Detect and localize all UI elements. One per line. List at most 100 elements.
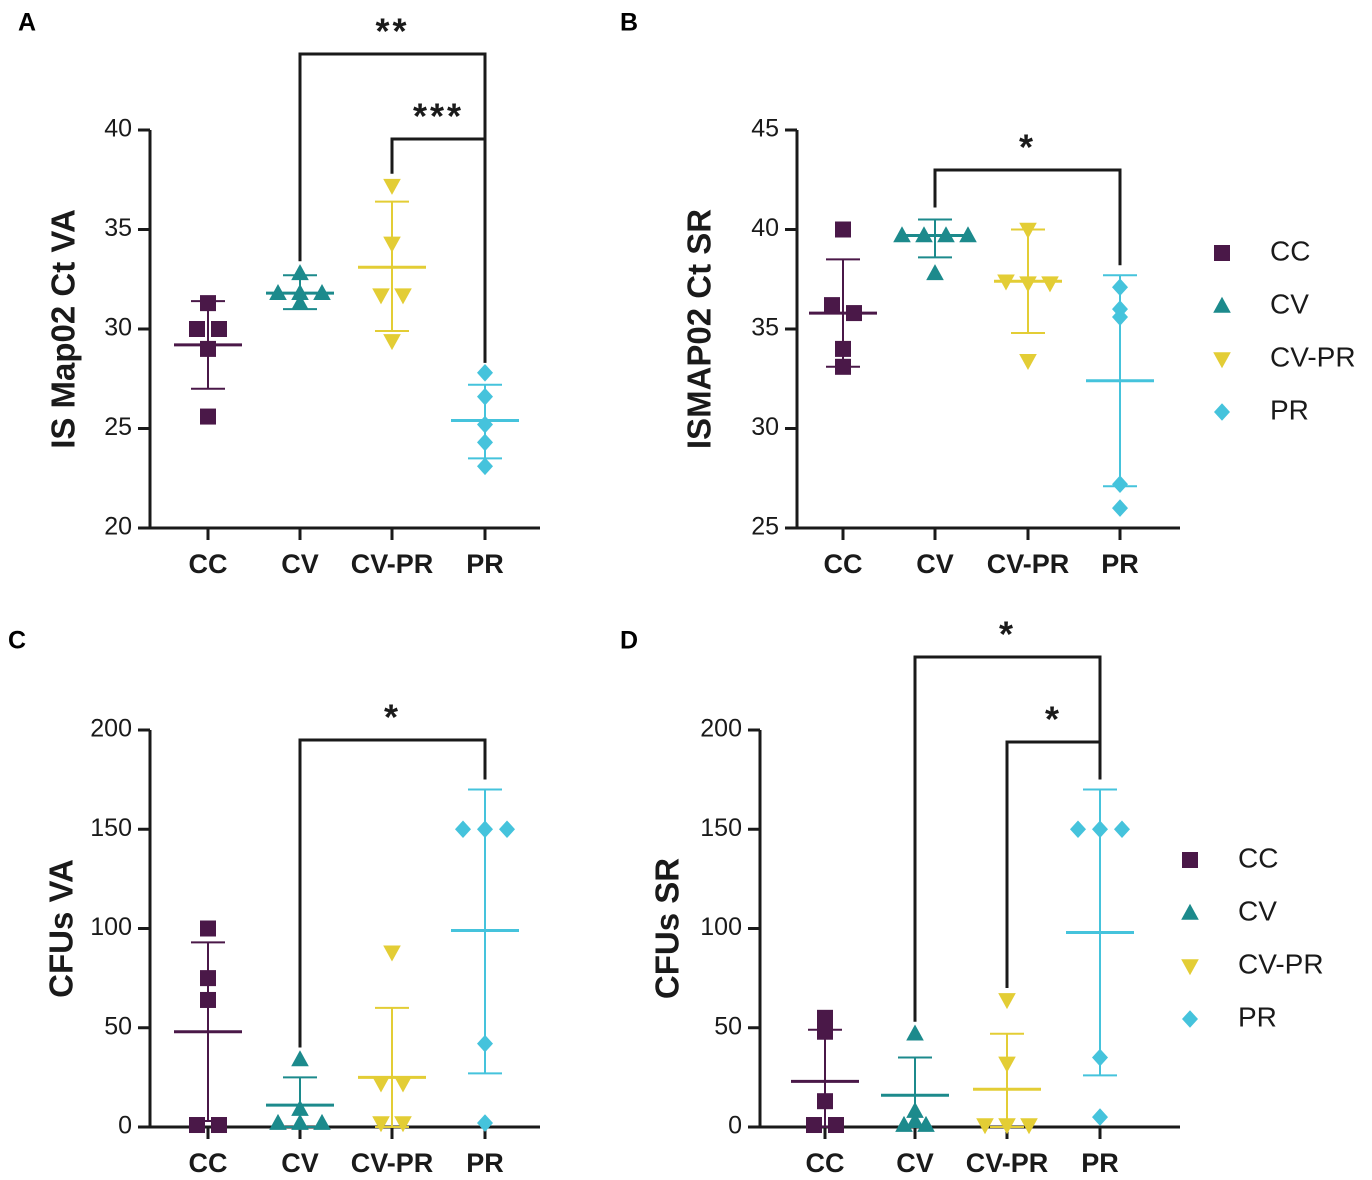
data-point bbox=[1112, 308, 1128, 326]
data-point bbox=[1092, 1048, 1108, 1067]
data-point bbox=[835, 221, 851, 238]
data-point bbox=[959, 226, 977, 243]
data-point bbox=[211, 1117, 227, 1134]
y-axis-title: CFUs SR bbox=[649, 858, 686, 999]
data-point bbox=[1092, 820, 1108, 839]
significance-label: ** bbox=[375, 11, 409, 52]
data-point bbox=[997, 274, 1015, 291]
panel-label: C bbox=[8, 627, 26, 655]
data-point bbox=[1041, 276, 1059, 293]
data-point bbox=[211, 321, 227, 337]
data-point bbox=[1114, 820, 1130, 839]
y-tick-label: 35 bbox=[104, 214, 132, 242]
data-point bbox=[1112, 278, 1128, 297]
y-axis-title: ISMAP02 Ct SR bbox=[681, 209, 718, 449]
data-point bbox=[906, 1101, 924, 1118]
data-point bbox=[846, 305, 862, 322]
data-point bbox=[906, 1111, 924, 1128]
data-point bbox=[200, 408, 216, 425]
data-point bbox=[998, 993, 1016, 1010]
panel-D: D 0 50 100 150 200 CC CV CV-PR PR CFUs SR * * bbox=[620, 614, 1180, 1178]
data-point bbox=[835, 358, 851, 375]
legend-marker-cv bbox=[1181, 903, 1199, 920]
data-point bbox=[499, 820, 515, 839]
legend-label: CV-PR bbox=[1270, 341, 1356, 372]
legend-label: PR bbox=[1270, 394, 1309, 425]
data-point bbox=[291, 283, 309, 300]
legend-marker-pr bbox=[1214, 403, 1230, 421]
data-point bbox=[895, 1115, 913, 1132]
data-point bbox=[1112, 499, 1128, 517]
y-tick-label: 0 bbox=[728, 1112, 742, 1140]
legend-label: PR bbox=[1238, 1001, 1277, 1032]
data-point bbox=[200, 970, 216, 987]
data-point bbox=[291, 293, 309, 310]
data-point bbox=[291, 1050, 309, 1067]
data-point bbox=[824, 297, 840, 314]
y-tick-label: 150 bbox=[90, 814, 132, 842]
x-tick-label: CC bbox=[806, 1148, 845, 1178]
x-tick-label: CV bbox=[281, 549, 319, 579]
y-tick-label: 200 bbox=[90, 715, 132, 743]
data-point bbox=[937, 226, 955, 243]
y-tick-label: 25 bbox=[751, 513, 779, 541]
data-point bbox=[313, 1113, 331, 1130]
y-tick-label: 30 bbox=[751, 413, 779, 441]
data-point bbox=[915, 226, 933, 243]
data-point bbox=[269, 1113, 287, 1130]
y-tick-label: 100 bbox=[90, 913, 132, 941]
significance-label: * bbox=[999, 614, 1016, 655]
data-point bbox=[998, 1118, 1016, 1135]
data-point bbox=[1019, 222, 1037, 239]
data-point bbox=[477, 820, 493, 839]
data-point bbox=[291, 1099, 309, 1116]
y-tick-label: 150 bbox=[700, 814, 742, 842]
significance-bracket bbox=[933, 168, 1122, 266]
data-point bbox=[189, 321, 205, 337]
data-point bbox=[372, 1076, 390, 1093]
data-point bbox=[200, 340, 216, 357]
data-point bbox=[817, 1023, 833, 1040]
significance-label: * bbox=[1019, 127, 1036, 168]
data-point bbox=[372, 1116, 390, 1133]
data-point bbox=[477, 387, 493, 406]
data-point bbox=[817, 1009, 833, 1026]
data-point bbox=[394, 1116, 412, 1133]
significance-bracket bbox=[1005, 740, 1102, 988]
data-point bbox=[477, 457, 493, 476]
data-point bbox=[1070, 820, 1086, 839]
data-point bbox=[269, 283, 287, 300]
y-axis-title: CFUs VA bbox=[43, 859, 80, 998]
data-point bbox=[477, 363, 493, 382]
data-point bbox=[1019, 354, 1037, 371]
data-point bbox=[926, 264, 944, 281]
y-tick-label: 50 bbox=[714, 1012, 742, 1040]
data-point bbox=[200, 295, 216, 312]
data-point bbox=[291, 1113, 309, 1130]
data-point bbox=[806, 1117, 822, 1134]
y-tick-label: 0 bbox=[118, 1112, 132, 1140]
data-point bbox=[477, 1114, 493, 1132]
data-point bbox=[383, 236, 401, 253]
x-tick-label: CV-PR bbox=[351, 549, 434, 579]
data-point bbox=[394, 288, 412, 305]
legend-marker-cv-pr bbox=[1213, 352, 1231, 369]
significance-bracket bbox=[298, 738, 487, 1048]
panel-label: A bbox=[18, 9, 36, 37]
x-tick-label: PR bbox=[466, 549, 504, 579]
significance-label: * bbox=[384, 697, 401, 738]
data-point bbox=[1092, 1108, 1108, 1126]
data-point bbox=[477, 1034, 493, 1053]
legend-marker-pr bbox=[1182, 1010, 1198, 1028]
x-tick-label: PR bbox=[1101, 549, 1139, 579]
x-tick-label: CV-PR bbox=[966, 1148, 1049, 1178]
data-point bbox=[394, 1076, 412, 1093]
y-tick-label: 40 bbox=[751, 214, 779, 242]
data-point bbox=[477, 433, 493, 452]
x-tick-label: CC bbox=[824, 549, 863, 579]
data-point bbox=[383, 334, 401, 351]
data-point bbox=[455, 820, 471, 839]
legend-marker-cv-pr bbox=[1181, 959, 1199, 976]
data-point bbox=[893, 226, 911, 243]
